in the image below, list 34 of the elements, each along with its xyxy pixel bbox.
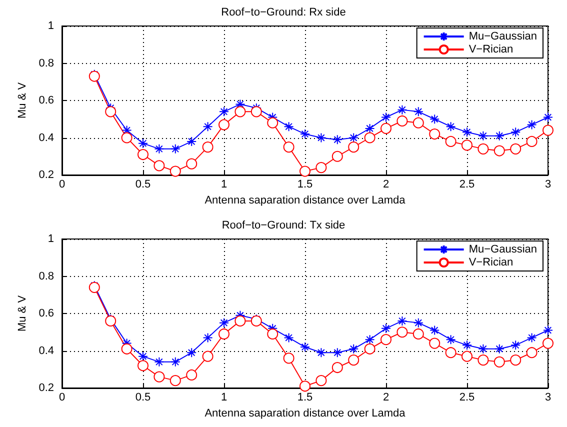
chart-title: Roof−to−Ground: Tx side: [222, 220, 346, 232]
x-tick-label: 2.5: [459, 178, 475, 190]
legend-label: Mu−Gaussian: [468, 30, 538, 42]
y-tick-label: 0.4: [38, 132, 54, 144]
x-axis-title: Antenna saparation distance over Lamda: [204, 194, 406, 206]
y-tick-label: 1: [48, 20, 54, 32]
y-tick-label: 1: [48, 233, 54, 245]
x-tick-label: 0: [58, 178, 66, 190]
x-tick-label: 0.5: [135, 392, 151, 404]
x-tick-label: 2: [382, 392, 390, 404]
y-tick-label: 0.2: [38, 169, 54, 181]
y-tick-label: 0.2: [38, 382, 54, 394]
y-tick-label: 0.4: [38, 344, 54, 357]
x-tick-label: 2.5: [459, 392, 475, 404]
y-tick-label: 0.8: [38, 270, 54, 282]
x-axis-title: Antenna saparation distance over Lamda: [204, 407, 406, 420]
y-tick-label: 0.6: [38, 308, 54, 320]
x-tick-label: 1: [220, 178, 228, 190]
x-tick-label: 1.5: [297, 392, 313, 404]
y-tick-label: 0.6: [38, 94, 54, 106]
y-tick-label: 0.8: [38, 57, 54, 70]
x-tick-label: 3: [544, 392, 552, 404]
x-tick-label: 0.5: [135, 178, 151, 190]
x-tick-label: 0: [58, 392, 66, 404]
x-tick-label: 1.5: [297, 178, 313, 190]
legend-label: Mu−Gaussian: [468, 244, 538, 256]
y-axis-title: Mu & V: [16, 82, 28, 119]
x-tick-label: 3: [544, 178, 552, 190]
legend-label: V−Rician: [468, 256, 514, 268]
legend-label: V−Rician: [468, 44, 514, 56]
chart-title: Roof−to−Ground: Rx side: [221, 6, 346, 18]
x-tick-label: 2: [382, 178, 390, 190]
x-tick-label: 1: [220, 392, 228, 404]
y-axis-title: Mu & V: [16, 294, 28, 332]
